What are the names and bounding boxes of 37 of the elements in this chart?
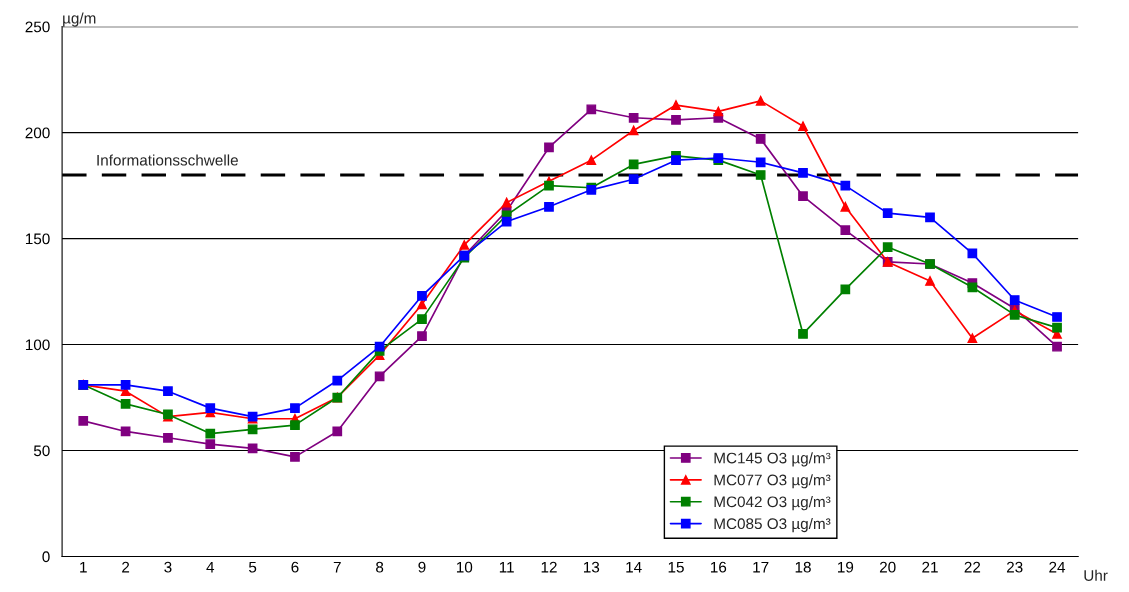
x-tick-label: 12 [541, 561, 557, 573]
x-tick-label: 6 [291, 561, 299, 573]
x-tick-label: 7 [333, 561, 341, 573]
x-tick-label: 1 [80, 561, 87, 573]
ref-line-label: Informationsschwelle [97, 154, 238, 166]
x-tick-label: 11 [499, 561, 514, 573]
y-axis-title: µg/m [63, 12, 96, 27]
legend-label: MC085 O3 µg/m³ [714, 517, 831, 533]
legend-label: MC077 O3 µg/m³ [714, 474, 831, 489]
y-tick-label: 0 [42, 551, 50, 563]
legend-label: MC145 O3 µg/m³ [714, 452, 831, 467]
x-tick-label: 15 [668, 561, 684, 573]
y-tick-label: 200 [25, 127, 50, 139]
x-tick-label: 9 [418, 561, 426, 573]
x-tick-label: 24 [1049, 561, 1066, 573]
x-tick-label: 21 [922, 561, 938, 573]
x-tick-label: 8 [376, 561, 384, 573]
x-tick-label: 22 [964, 561, 981, 573]
x-tick-label: 20 [879, 561, 896, 573]
x-axis-title: Uhr [1084, 569, 1108, 581]
legend-label: MC042 O3 µg/m³ [714, 496, 831, 511]
x-tick-label: 5 [248, 561, 257, 573]
x-tick-label: 10 [456, 561, 473, 573]
x-tick-label: 4 [206, 561, 215, 573]
x-tick-label: 18 [795, 561, 811, 573]
y-tick-label: 50 [33, 445, 50, 457]
y-tick-label: 250 [25, 21, 50, 33]
x-tick-label: 2 [122, 561, 130, 573]
x-tick-label: 23 [1006, 561, 1023, 573]
y-tick-label: 150 [25, 233, 50, 245]
x-tick-label: 16 [711, 561, 727, 573]
x-tick-label: 17 [753, 561, 769, 573]
x-tick-label: 19 [838, 561, 854, 573]
x-tick-label: 13 [583, 561, 600, 573]
x-tick-label: 3 [164, 561, 172, 573]
x-tick-label: 14 [626, 561, 642, 573]
y-tick-label: 100 [25, 339, 50, 351]
